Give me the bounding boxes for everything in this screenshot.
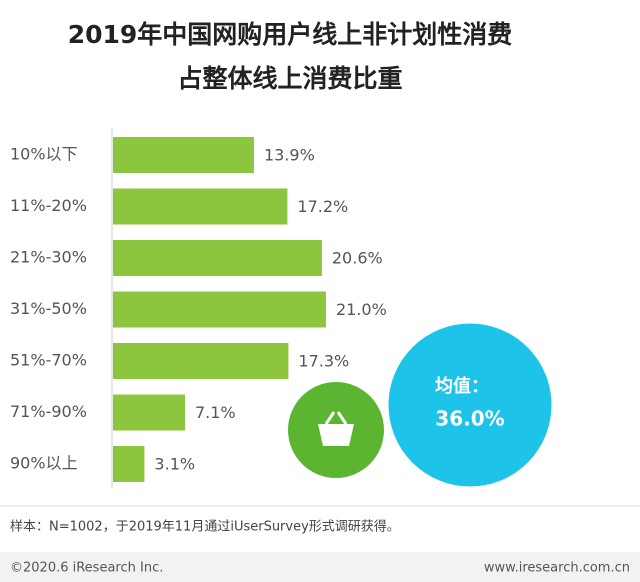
- chart-title: 占整体线上消费比重: [177, 64, 402, 93]
- category-label: 21%-30%: [10, 248, 87, 267]
- chart-title: 2019年中国网购用户线上非计划性消费: [68, 20, 513, 49]
- value-label: 7.1%: [195, 403, 236, 422]
- average-value: 36.0%: [435, 407, 504, 431]
- copyright: ©2020.6 iResearch Inc.: [10, 561, 163, 576]
- value-label: 21.0%: [336, 300, 387, 319]
- bar: [113, 188, 288, 225]
- bar: [113, 240, 322, 276]
- category-label: 31%-50%: [10, 299, 87, 318]
- source-note: 样本：N=1002，于2019年11月通过iUserSurvey形式调研获得。: [10, 519, 400, 535]
- website: www.iresearch.com.cn: [484, 561, 630, 576]
- bar: [113, 343, 289, 379]
- bar: [113, 446, 145, 482]
- bar: [113, 394, 185, 431]
- value-label: 20.6%: [332, 249, 383, 268]
- category-label: 71%-90%: [10, 402, 87, 421]
- basket-icon: [318, 424, 354, 446]
- basket-handle: [324, 411, 348, 425]
- footer-bg: [0, 552, 640, 582]
- value-label: 13.9%: [264, 146, 315, 165]
- value-label: 17.3%: [298, 352, 349, 371]
- bar: [113, 137, 254, 173]
- average-label: 均值：: [435, 375, 489, 397]
- basket-badge: [288, 382, 384, 478]
- value-label: 3.1%: [154, 455, 195, 474]
- category-label: 10%以下: [10, 145, 78, 164]
- category-label: 90%以上: [10, 454, 78, 473]
- bar: [113, 291, 326, 328]
- category-label: 51%-70%: [10, 351, 87, 370]
- value-label: 17.2%: [297, 197, 348, 216]
- average-circle: [383, 318, 557, 492]
- category-label: 11%-20%: [10, 196, 87, 215]
